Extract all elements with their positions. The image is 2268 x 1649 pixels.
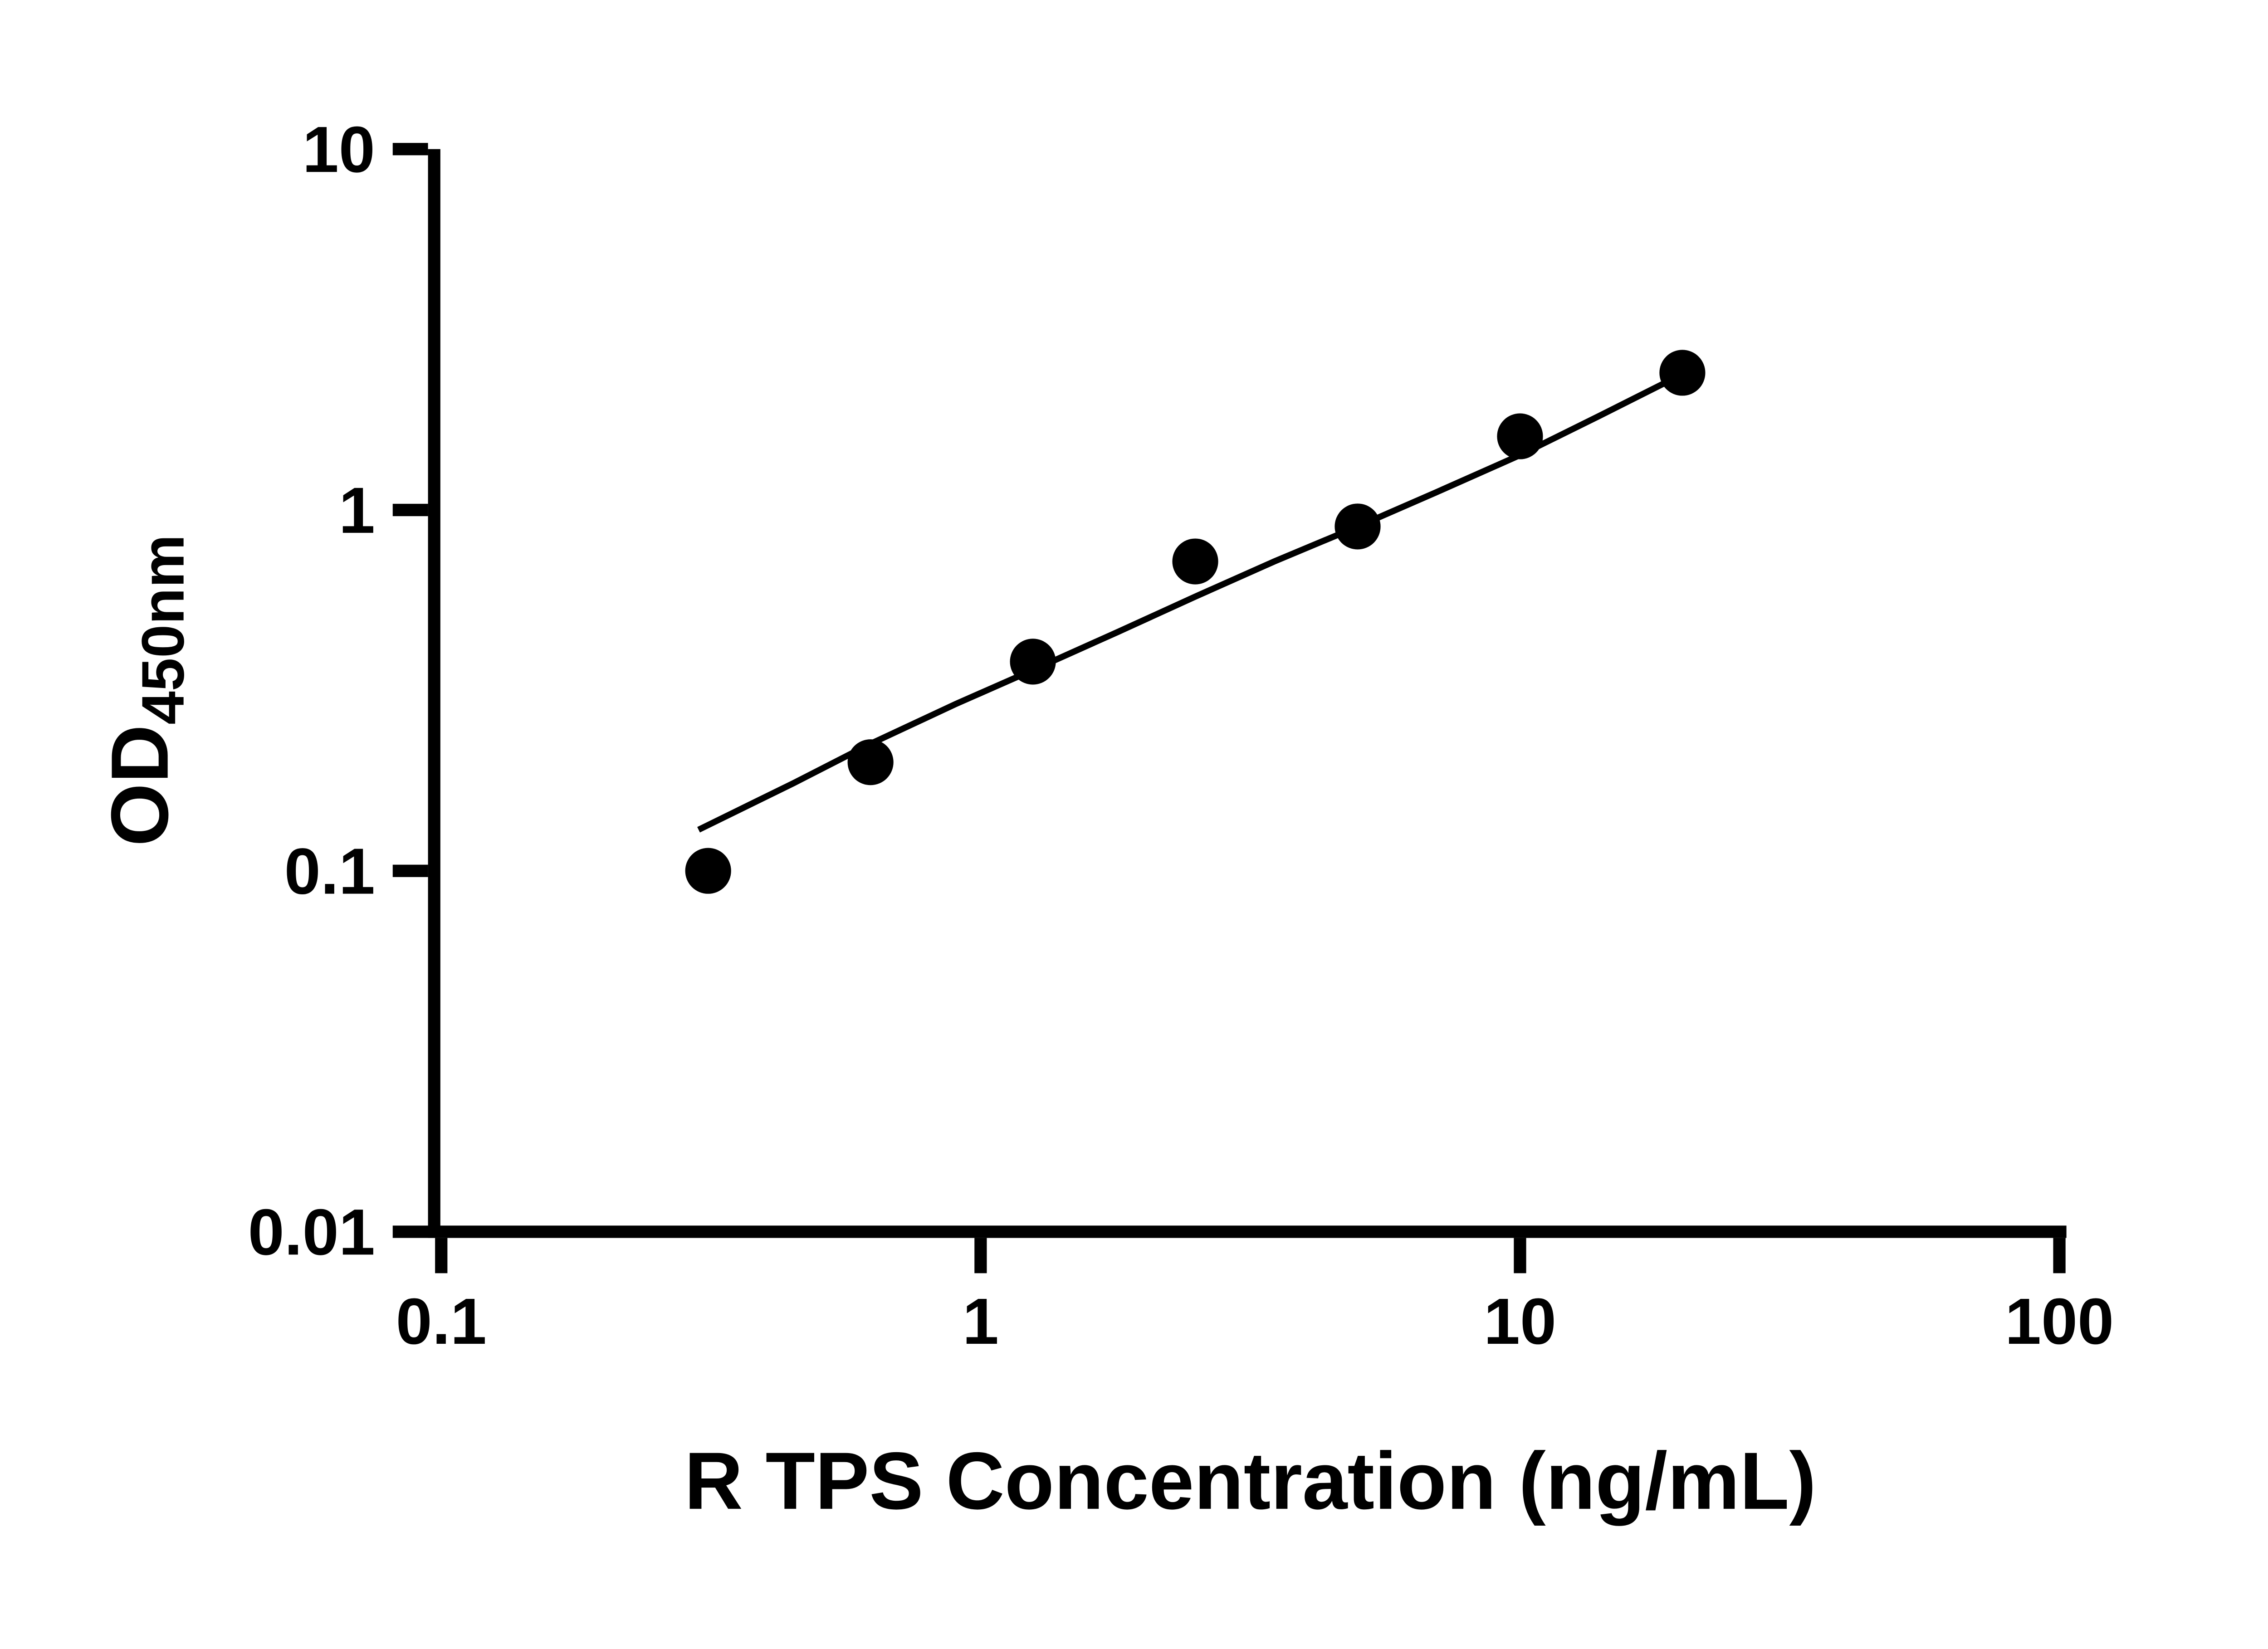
- y-tick-label: 1: [339, 474, 375, 547]
- x-axis-title: R TPS Concentration (ng/mL): [684, 1435, 1817, 1526]
- data-point: [847, 739, 894, 785]
- data-point: [1497, 413, 1543, 459]
- data-point: [1659, 350, 1706, 396]
- data-point: [1334, 503, 1381, 550]
- x-tick-label: 1: [963, 1285, 999, 1358]
- x-tick-label: 100: [2005, 1285, 2114, 1358]
- y-tick-label: 0.01: [248, 1195, 375, 1268]
- data-point: [1010, 639, 1056, 685]
- y-axis-title: OD450nm: [94, 535, 197, 847]
- x-tick-label: 0.1: [396, 1285, 487, 1358]
- y-tick-label: 0.1: [284, 835, 375, 908]
- elisa-standard-curve-figure: 0.1 1 10 100 0.01 0.1 1 10 R TPS Concentration (…: [94, 113, 2114, 1526]
- standard-curve-chart: 0.1 1 10 100 0.01 0.1 1 10 R TPS Concentration (…: [94, 113, 2114, 1526]
- data-point: [1172, 538, 1218, 585]
- y-tick-label: 10: [303, 113, 375, 186]
- x-tick-label: 10: [1484, 1285, 1556, 1358]
- data-point: [685, 848, 731, 894]
